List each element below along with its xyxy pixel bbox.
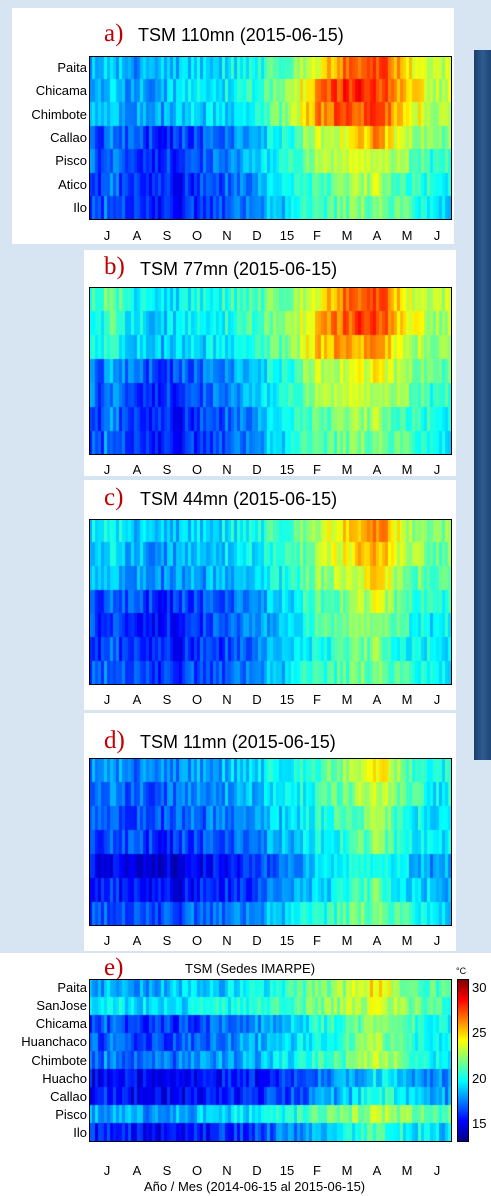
panel-c-x-tick: M [341,692,353,707]
panel-a-x-tick: M [341,228,353,243]
panel-c-x-tick: 15 [279,692,295,707]
panel-e-x-tick: N [222,1163,232,1178]
panel-e-x-tick: J [433,1163,441,1178]
panel-e-x-tick: J [103,1163,111,1178]
panel-b-heatmap [89,287,452,455]
panel-e-row-label: Pisco [55,1106,87,1122]
panel-a-x-tick: F [313,228,321,243]
panel-b-x-tick: M [401,462,413,477]
panel-d-x-tick: M [401,933,413,948]
panel-a-x-tick: D [252,228,262,243]
background-photo [474,50,491,760]
panel-c-title: TSM 44mn (2015-06-15) [140,489,338,509]
panel-c-x-tick: D [252,692,262,707]
colorbar [457,979,469,1142]
colorbar-tick: 30 [472,980,487,996]
panel-b-x-tick: A [372,462,382,477]
panel-b-x-tick: O [191,462,203,477]
panel-e-row-label: Callao [50,1088,87,1104]
colorbar-tick: 25 [472,1025,487,1041]
panel-a-x-tick: J [433,228,441,243]
panel-e-x-tick: A [132,1163,142,1178]
panel-d-x-tick: F [313,933,321,948]
panel-c-x-tick: F [313,692,321,707]
panel-a-x-tick: N [222,228,232,243]
panel-d-x-tick: A [372,933,382,948]
panel-a-row-label: Chicama [35,83,87,99]
panel-e-x-tick: A [372,1163,382,1178]
panel-d-x-tick: J [103,933,111,948]
panel-c-x-tick: M [401,692,413,707]
panel-b-label: b) [104,253,125,280]
panel-d-x-tick: J [433,933,441,948]
panel-c-x-tick: A [132,692,142,707]
panel-e-x-tick: F [313,1163,321,1178]
panel-e-x-tick: M [401,1163,413,1178]
panel-d-x-tick: O [191,933,203,948]
panel-b-x-tick: F [313,462,321,477]
panel-a-x-tick: A [372,228,382,243]
panel-a-title: TSM 110mn (2015-06-15) [138,25,344,45]
panel-a-row-label: Callao [50,130,87,145]
panel-d-label: d) [104,727,125,754]
panel-e-x-tick: D [252,1163,262,1178]
panel-e-row-label: Paita [57,980,87,996]
panel-a-x-tick: S [162,228,172,243]
panel-d-x-tick: A [132,933,142,948]
panel-c-label: c) [104,484,124,511]
panel-e-x-axis-label: Año / Mes (2014-06-15 al 2015-06-15) [144,1179,366,1194]
panel-e-label: e) [104,954,124,981]
colorbar-unit: °C [456,966,467,976]
panel-c-x-tick: N [222,692,232,707]
panel-b-x-tick: J [103,462,111,477]
panel-e-title: TSM (Sedes IMARPE) [185,961,316,976]
panel-c-x-tick: J [103,692,111,707]
panel-c-x-tick: A [372,692,382,707]
panel-a-row-label: Paita [57,59,87,75]
panel-b-x-tick: M [341,462,353,477]
panel-e-row-label: Huanchaco [21,1034,87,1050]
panel-c-heatmap [89,519,452,685]
panel-e-heatmap [89,979,452,1142]
panel-e-row-label: Chicama [35,1016,87,1032]
panel-d-x-tick: D [252,933,262,948]
panel-c-x-tick: S [162,692,172,707]
panel-a-row-label: Atico [58,176,87,192]
panel-c-x-tick: O [191,692,203,707]
panel-b-x-tick: 15 [279,462,295,477]
panel-a-row-label: Chimbote [31,106,87,122]
panel-d-x-tick: N [222,933,232,948]
panel-e-row-label: Ilo [73,1124,87,1140]
panel-b-x-tick: S [162,462,172,477]
panel-d-x-tick: S [162,933,172,948]
panel-e-x-tick: O [191,1163,203,1178]
panel-e-row-label: Huacho [42,1070,87,1086]
panel-b-title: TSM 77mn (2015-06-15) [140,259,338,279]
colorbar-tick: 15 [472,1115,487,1131]
panel-c-x-tick: J [433,692,441,707]
panel-e-row-label: SanJose [36,998,87,1014]
panel-a-heatmap [89,56,452,220]
panel-b-x-tick: N [222,462,232,477]
panel-a-x-tick: A [132,228,142,243]
panel-a-label: a) [104,20,124,47]
panel-e-row-label: Chimbote [31,1052,87,1068]
panel-b-x-tick: J [433,462,441,477]
panel-a-x-tick: J [103,228,111,243]
panel-d-x-tick: 15 [279,933,295,948]
panel-a-row-label: Pisco [55,153,87,169]
panel-b-x-tick: D [252,462,262,477]
panel-d-x-tick: M [341,933,353,948]
panel-e-x-tick: M [341,1163,353,1178]
panel-d-title: TSM 11mn (2015-06-15) [140,732,336,752]
panel-d-heatmap [89,758,452,926]
panel-e-x-tick: 15 [279,1163,295,1178]
panel-a-row-label: Ilo [73,200,87,216]
panel-a-x-tick: 15 [279,228,295,243]
panel-b-x-tick: A [132,462,142,477]
panel-e-x-tick: S [162,1163,172,1178]
colorbar-tick: 20 [472,1070,487,1086]
panel-a-x-tick: M [401,228,413,243]
panel-a-x-tick: O [191,228,203,243]
